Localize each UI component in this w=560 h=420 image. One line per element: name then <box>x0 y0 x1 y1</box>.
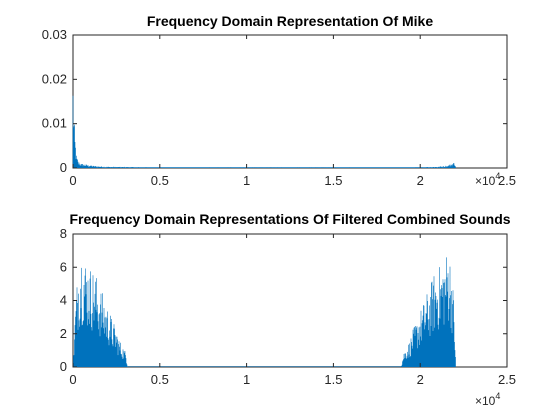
y-tick-label: 0 <box>60 160 67 175</box>
x-exponent-base: ×10 <box>475 394 496 408</box>
y-tick-label: 8 <box>60 226 67 241</box>
spectrum-series <box>72 95 456 168</box>
x-tick-label: 0.5 <box>151 372 169 387</box>
chart-title: Frequency Domain Representations Of Filt… <box>69 211 510 227</box>
tick-layer: 0 0.5 1 1.5 2 2.5 0 2 4 6 8 <box>60 226 516 387</box>
chart-title: Frequency Domain Representation Of Mike <box>147 13 433 29</box>
x-tick-label: 1.5 <box>324 372 342 387</box>
tick-layer: 0 0.5 1 1.5 2 2.5 0 0.01 0.02 0.03 <box>42 27 516 188</box>
x-tick-label: 2.5 <box>498 173 516 188</box>
x-tick-label: 1 <box>243 372 250 387</box>
y-tick-label: 0.02 <box>42 71 67 86</box>
x-tick-label: 0 <box>69 173 76 188</box>
x-exponent-label: ×104 <box>475 171 500 188</box>
x-exponent-power: 4 <box>495 171 500 181</box>
y-tick-label: 0 <box>60 359 67 374</box>
x-tick-label: 0 <box>69 372 76 387</box>
x-tick-label: 1 <box>243 173 250 188</box>
y-tick-label: 6 <box>60 259 67 274</box>
x-tick-label: 2 <box>417 173 424 188</box>
subplot-mike: Frequency Domain Representation Of Mike … <box>42 13 516 188</box>
y-tick-label: 0.01 <box>42 116 67 131</box>
x-tick-label: 2.5 <box>498 372 516 387</box>
x-tick-label: 2 <box>417 372 424 387</box>
x-tick-label: 0.5 <box>151 173 169 188</box>
series-layer <box>73 257 456 367</box>
spectrum-series <box>73 257 456 367</box>
y-tick-label: 0.03 <box>42 27 67 42</box>
series-layer <box>72 95 456 168</box>
y-tick-label: 2 <box>60 326 67 341</box>
x-exponent-label: ×104 <box>475 391 500 408</box>
x-tick-label: 1.5 <box>324 173 342 188</box>
y-tick-label: 4 <box>60 293 67 308</box>
x-exponent-base: ×10 <box>475 174 496 188</box>
plot-area <box>72 34 508 169</box>
x-exponent-power: 4 <box>495 391 500 401</box>
